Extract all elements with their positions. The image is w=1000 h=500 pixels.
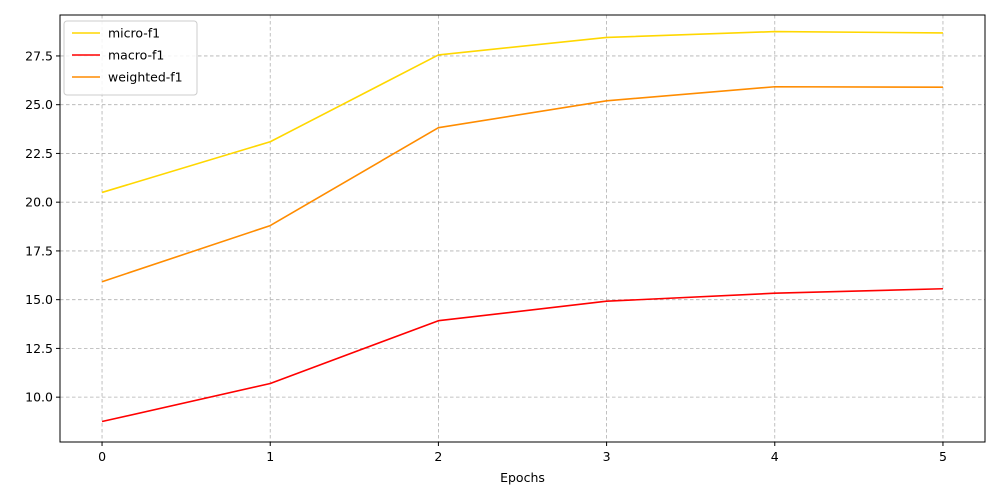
legend-label: micro-f1 [108, 26, 160, 41]
legend: micro-f1 macro-f1 weighted-f1 [63, 20, 198, 96]
x-tick-label: 0 [98, 449, 106, 464]
x-tick-label: 4 [771, 449, 779, 464]
y-tick-label: 25.0 [25, 97, 53, 112]
x-axis: 0 1 2 3 4 5 [98, 442, 947, 464]
plot-area-frame [59, 14, 986, 443]
series-line-micro-f1 [101, 30, 943, 194]
x-tick-label: 2 [434, 449, 442, 464]
y-tick-label: 22.5 [25, 146, 53, 161]
series-line-weighted-f1 [101, 85, 943, 283]
y-tick-label: 10.0 [25, 390, 53, 405]
y-axis: 10.0 12.5 15.0 17.5 20.0 22.5 25.0 27.5 [25, 48, 60, 405]
y-tick-label: 27.5 [25, 48, 53, 63]
x-tick-label: 1 [266, 449, 274, 464]
grid-lines [60, 15, 985, 442]
series-lines [101, 30, 943, 423]
y-tick-label: 15.0 [25, 292, 53, 307]
x-tick-label: 3 [603, 449, 611, 464]
y-tick-label: 17.5 [25, 243, 53, 258]
legend-label: macro-f1 [108, 48, 164, 63]
series-line-macro-f1 [101, 287, 943, 423]
y-tick-label: 20.0 [25, 195, 53, 210]
y-tick-label: 12.5 [25, 341, 53, 356]
x-axis-title: Epochs [500, 470, 545, 485]
legend-label: weighted-f1 [108, 70, 183, 85]
x-tick-label: 5 [939, 449, 947, 464]
